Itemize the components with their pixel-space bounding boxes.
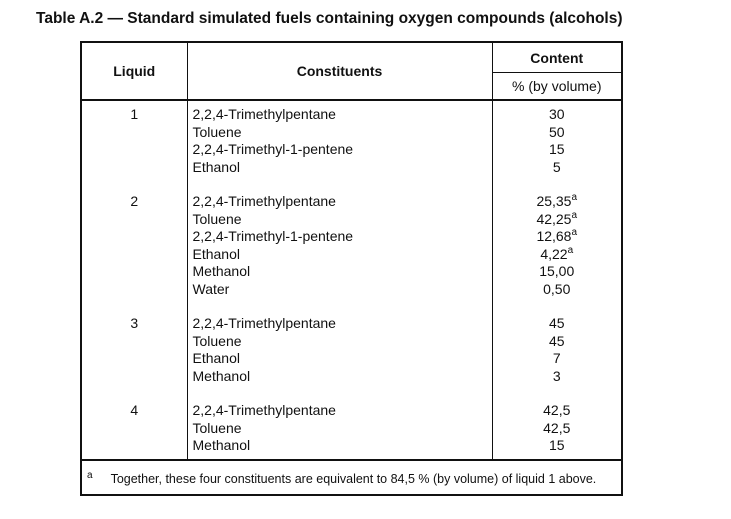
constituent-name: Toluene: [192, 419, 242, 436]
constituent-name: Methanol: [192, 437, 251, 453]
header-content: Content: [492, 42, 622, 73]
constituent-name: Ethanol: [192, 158, 240, 175]
content-value: 15: [548, 437, 565, 453]
footnote-ref: a: [571, 209, 578, 221]
content-value: 42,5: [543, 402, 571, 418]
content-value: 5: [552, 158, 561, 175]
liquid-number: 1: [81, 100, 188, 188]
content-value-line: 42,5: [493, 402, 622, 420]
content-value: 42,5: [543, 419, 571, 436]
table-row: 4 2,2,4-Trimethylpentane Toluene Methanol 42…: [81, 397, 622, 460]
content-value: 12,68: [536, 228, 572, 244]
content-value: 45: [548, 315, 565, 331]
liquid-number: 4: [81, 397, 188, 460]
constituents-cell: 2,2,4-Trimethylpentane Toluene Ethanol Meth…: [187, 310, 493, 397]
constituent-name: Water: [192, 280, 230, 297]
constituent-name: 2,2,4-Trimethylpentane: [192, 402, 336, 418]
content-value-line: 30: [493, 106, 622, 124]
table-row: 3 2,2,4-Trimethylpentane Toluene Ethanol Met…: [81, 310, 622, 397]
content-value: 42,25: [536, 210, 572, 227]
content-value-line: 45: [493, 315, 622, 333]
table-body: 1 2,2,4-Trimethylpentane Toluene 2,2,4-Trim…: [81, 100, 622, 460]
constituent-name: 2,2,4-Trimethyl-1-pentene: [192, 228, 354, 244]
content-value: 7: [552, 350, 561, 366]
footnote-ref: a: [571, 227, 578, 238]
content-cell: 45 45 7 3: [492, 310, 622, 397]
content-value-line: 5: [493, 159, 622, 177]
content-value-line: 4,22a: [493, 244, 622, 264]
constituent-name: Ethanol: [192, 245, 240, 262]
header-content-unit: % (by volume): [492, 72, 622, 101]
liquid-number: 2: [81, 188, 188, 310]
constituents-cell: 2,2,4-Trimethylpentane Toluene 2,2,4-Trime…: [187, 100, 493, 188]
constituent-name: Methanol: [192, 263, 251, 279]
liquid-number: 3: [81, 310, 188, 397]
fuels-table: Liquid Constituents Content % (by volume…: [80, 41, 623, 496]
content-cell: 25,35a 42,25a 12,68a 4,22a 15,00 0,50: [492, 188, 622, 310]
content-value-line: 42,25a: [493, 209, 622, 229]
content-value-line: 25,35a: [493, 193, 622, 211]
content-value-line: 15: [493, 437, 622, 455]
table-row: 1 2,2,4-Trimethylpentane Toluene 2,2,4-Trim…: [81, 100, 622, 188]
content-value: 0,50: [543, 280, 571, 297]
content-value: 4,22: [540, 245, 568, 262]
header-liquid: Liquid: [81, 42, 188, 101]
footnote-ref: a: [567, 244, 574, 256]
constituent-name: 2,2,4-Trimethylpentane: [192, 193, 336, 209]
content-value: 15,00: [539, 263, 575, 279]
constituent-name: 2,2,4-Trimethyl-1-pentene: [192, 141, 354, 157]
footnote-ref: a: [571, 192, 578, 203]
constituents-cell: 2,2,4-Trimethylpentane Toluene 2,2,4-Trime…: [187, 188, 493, 310]
content-value: 3: [552, 367, 561, 384]
content-value-line: 50: [493, 124, 622, 142]
constituent-name: 2,2,4-Trimethylpentane: [192, 315, 336, 331]
content-cell: 42,5 42,5 15: [492, 397, 622, 460]
header-constituents: Constituents: [187, 42, 493, 101]
content-cell: 30 50 15 5: [492, 100, 622, 188]
constituents-cell: 2,2,4-Trimethylpentane Toluene Methanol: [187, 397, 493, 460]
constituent-name: 2,2,4-Trimethylpentane: [192, 106, 336, 122]
content-value-line: 12,68a: [493, 228, 622, 246]
constituent-name: Ethanol: [192, 350, 240, 366]
constituent-name: Toluene: [192, 332, 242, 349]
content-value: 50: [548, 123, 565, 140]
table-title: Table A.2 — Standard simulated fuels con…: [36, 10, 623, 27]
content-value-line: 3: [493, 368, 622, 386]
content-value-line: 42,5: [493, 420, 622, 438]
constituent-name: Toluene: [192, 123, 242, 140]
content-value: 30: [548, 106, 565, 122]
content-value-line: 15,00: [493, 263, 622, 281]
content-value-line: 0,50: [493, 281, 622, 299]
footnote: a Together, these four constituents are e…: [81, 458, 622, 495]
content-value-line: 7: [493, 350, 622, 368]
constituent-name: Methanol: [192, 367, 251, 384]
content-value: 45: [548, 332, 565, 349]
content-value-line: 15: [493, 141, 622, 159]
footnote-mark: a: [87, 469, 93, 481]
content-value: 15: [548, 141, 565, 157]
constituent-name: Toluene: [192, 210, 242, 227]
content-value-line: 45: [493, 333, 622, 351]
footnote-text: Together, these four constituents are eq…: [110, 471, 597, 486]
content-value: 25,35: [536, 193, 572, 209]
table-row: 2 2,2,4-Trimethylpentane Toluene 2,2,4-Trim…: [81, 188, 622, 310]
